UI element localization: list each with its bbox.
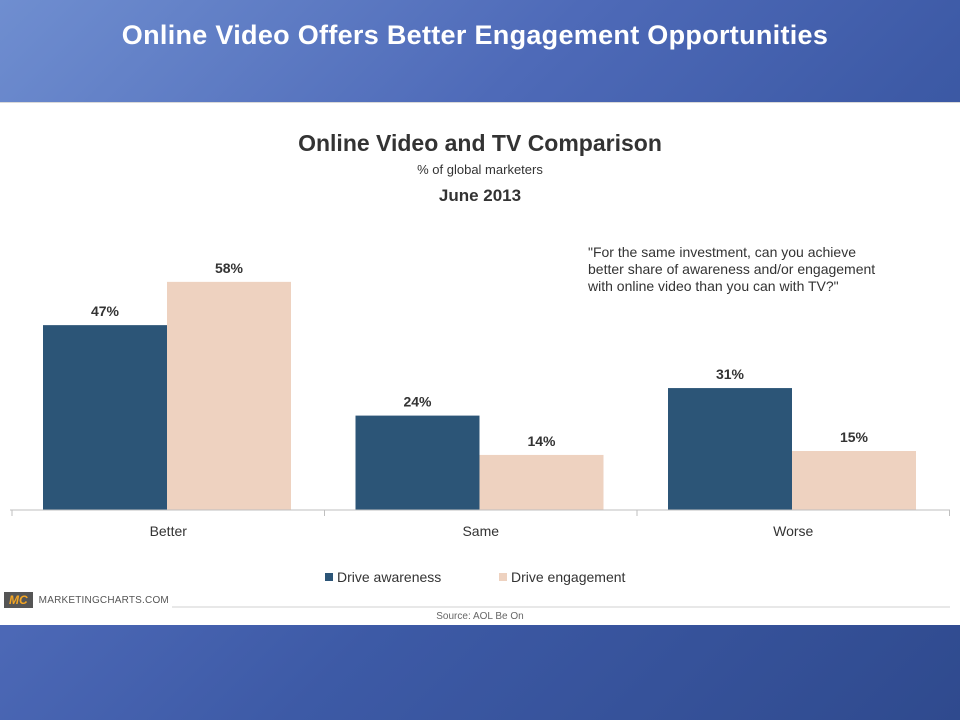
data-label: 14% xyxy=(527,433,556,449)
bar-same-drive-engagement xyxy=(479,454,604,510)
value-label-group: 47% 58% 24% 14% 31% 15% xyxy=(91,260,869,449)
category-label-group: Better Same Worse xyxy=(150,523,814,539)
legend: Drive awareness Drive engagement xyxy=(325,569,626,585)
bar-same-drive-awareness xyxy=(355,415,480,510)
data-label: 15% xyxy=(840,429,869,445)
annotation-line: better share of awareness and/or engagem… xyxy=(588,261,875,277)
logo-mark: MC xyxy=(4,592,33,608)
chart-date: June 2013 xyxy=(439,186,521,205)
logo-text: MARKETINGCHARTS.COM xyxy=(38,594,169,606)
chart-panel: Online Video and TV Comparison % of glob… xyxy=(0,102,960,625)
bar-group xyxy=(43,281,916,510)
legend-swatch-awareness xyxy=(325,573,333,581)
bar-worse-drive-awareness xyxy=(668,388,792,510)
bar-better-drive-awareness xyxy=(43,325,167,510)
annotation-line: with online video than you can with TV?" xyxy=(587,278,839,294)
data-label: 24% xyxy=(403,394,432,410)
axis-tick-group xyxy=(11,510,950,516)
slide-title: Online Video Offers Better Engagement Op… xyxy=(121,20,829,50)
legend-label-engagement: Drive engagement xyxy=(511,569,626,585)
legend-label-awareness: Drive awareness xyxy=(337,569,441,585)
bar-chart: Online Video and TV Comparison % of glob… xyxy=(10,130,950,622)
data-label: 31% xyxy=(716,366,745,382)
bar-better-drive-engagement xyxy=(167,281,291,510)
chart-annotation: "For the same investment, can you achiev… xyxy=(587,244,875,294)
category-label-worse: Worse xyxy=(773,523,813,539)
category-label-same: Same xyxy=(462,523,499,539)
chart-title: Online Video and TV Comparison xyxy=(298,130,662,156)
bar-worse-drive-engagement xyxy=(792,451,916,510)
chart-source: Source: AOL Be On xyxy=(436,611,523,622)
legend-swatch-engagement xyxy=(499,573,507,581)
marketingcharts-logo: MC MARKETINGCHARTS.COM xyxy=(4,592,169,608)
chart-subtitle: % of global marketers xyxy=(417,162,543,177)
annotation-line: "For the same investment, can you achiev… xyxy=(588,244,856,260)
data-label: 47% xyxy=(91,303,120,319)
category-label-better: Better xyxy=(150,523,188,539)
data-label: 58% xyxy=(215,260,244,276)
